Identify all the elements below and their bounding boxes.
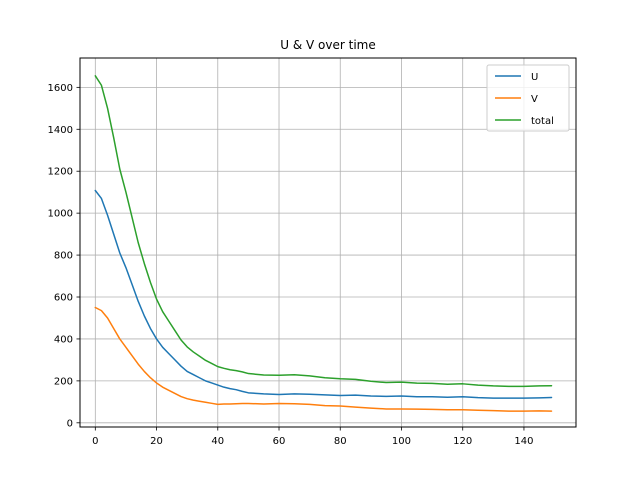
y-tick-label-8: 1600 (48, 83, 73, 94)
series-line-U (94, 189, 553, 399)
x-tick-label-2: 40 (211, 436, 224, 447)
x-tick-label-7: 140 (514, 436, 533, 447)
legend-label-total: total (531, 116, 554, 127)
y-tick-label-2: 400 (54, 334, 73, 345)
y-tick-label-3: 600 (54, 293, 73, 304)
legend-box (486, 64, 570, 132)
series-layer (94, 75, 553, 412)
x-tick-label-1: 20 (150, 436, 163, 447)
x-tick-label-4: 80 (334, 436, 347, 447)
legend-label-U: U (531, 72, 538, 83)
x-tick-label-3: 60 (273, 436, 286, 447)
series-line-total (94, 75, 553, 388)
x-tick-label-6: 120 (453, 436, 472, 447)
y-tick-label-1: 200 (54, 376, 73, 387)
plot-frame (79, 57, 577, 428)
y-tick-label-6: 1200 (48, 167, 73, 178)
series-line-V (94, 306, 553, 412)
x-tick-label-5: 100 (392, 436, 411, 447)
y-tick-label-7: 1400 (48, 125, 73, 136)
y-tick-label-4: 800 (54, 251, 73, 262)
y-tick-label-0: 0 (67, 418, 73, 429)
x-tick-label-0: 0 (92, 436, 98, 447)
y-tick-label-5: 1000 (48, 209, 73, 220)
chart-title: U & V over time (280, 38, 375, 52)
legend-label-V: V (531, 94, 538, 105)
axes: 0 20 40 60 80 100 120 1400200400600800100012001… (48, 83, 534, 447)
